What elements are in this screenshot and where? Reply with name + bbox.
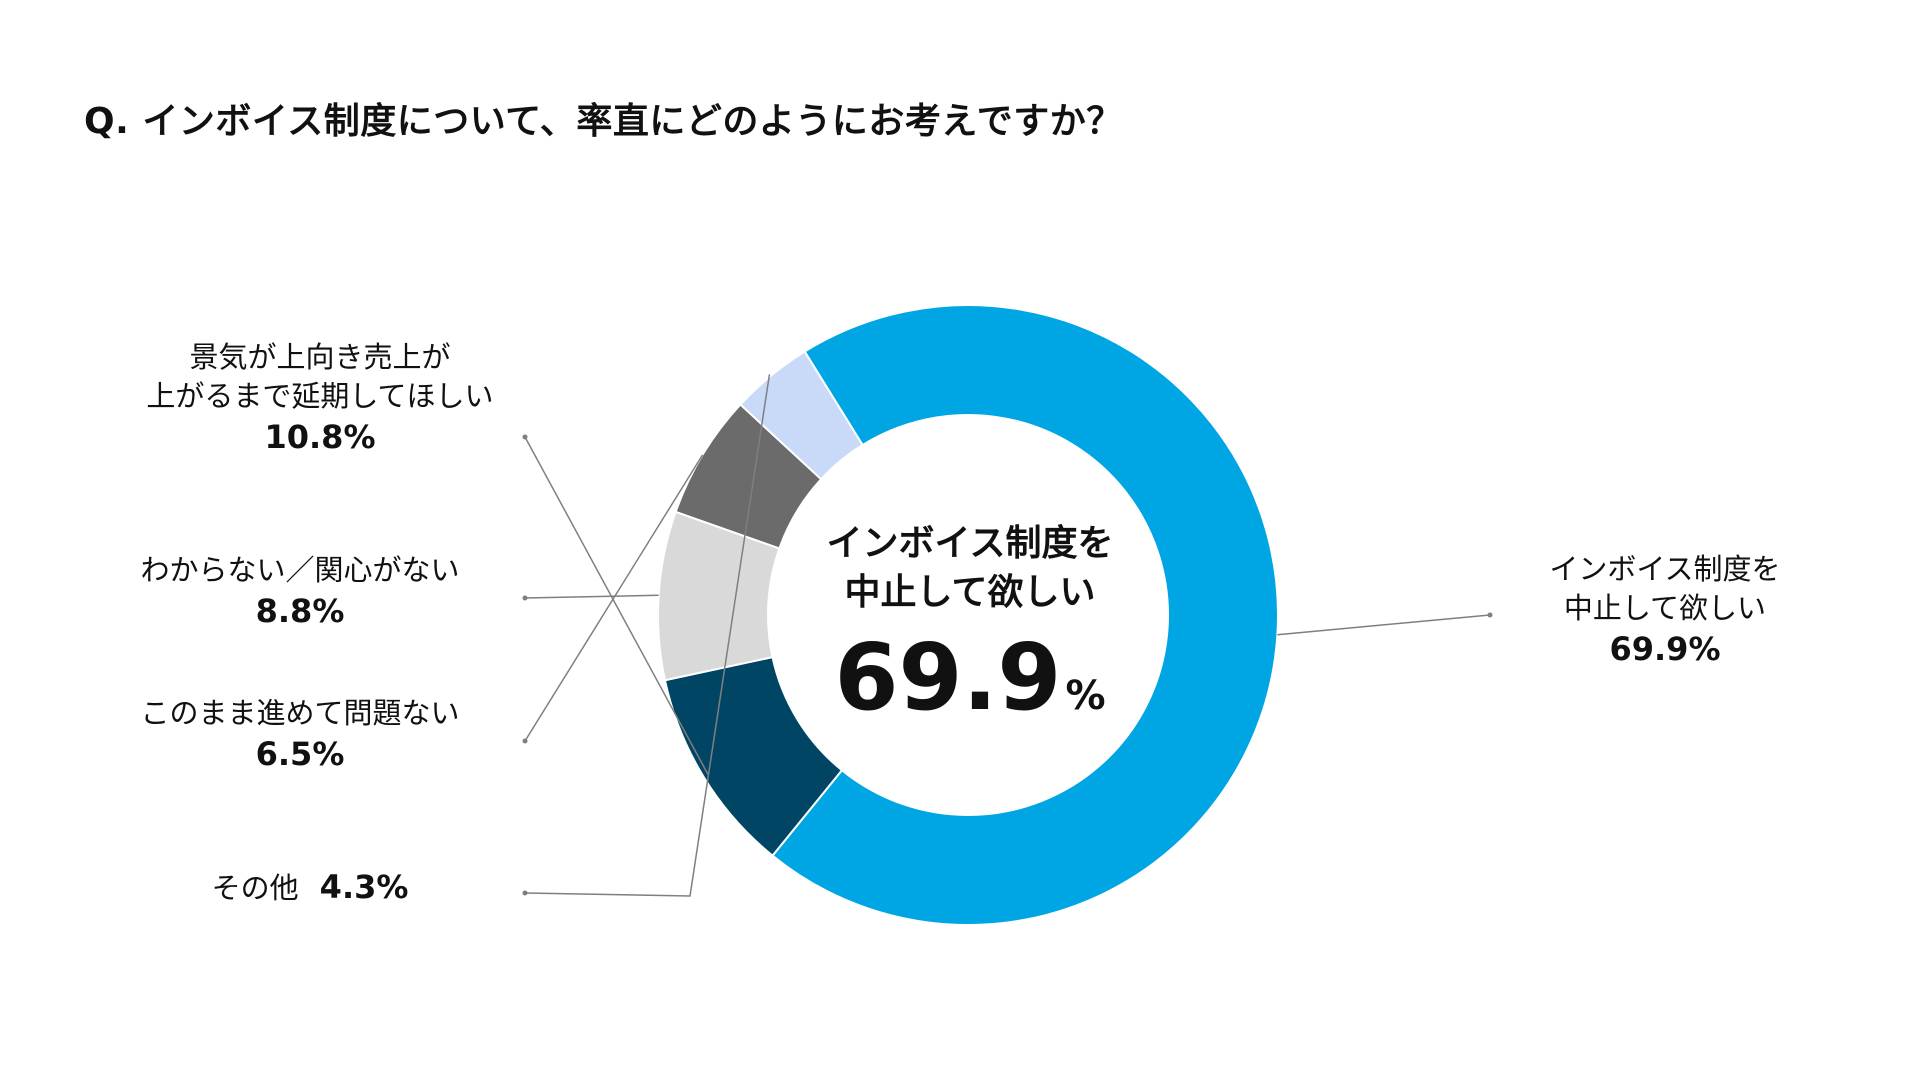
leader-line-unknown — [524, 594, 659, 599]
slice-label-value: 69.9% — [1609, 630, 1721, 669]
slice-label-unknown: わからない／関心がない 8.8% — [120, 551, 480, 633]
leader-dot-postpone — [522, 434, 528, 440]
donut-slice-other — [739, 350, 864, 481]
donut-slices — [657, 304, 1279, 926]
slice-label-value: 10.8% — [264, 418, 376, 457]
leader-dot-stop-invoice — [1487, 612, 1493, 618]
slice-label-proceed: このまま進めて問題ない 6.5% — [120, 694, 480, 776]
question-title: Q. インボイス制度について、率直にどのようにお考えですか？ — [84, 101, 1123, 142]
slice-label-text: 景気が上向き売上が 上がるまで延期してほしい — [146, 340, 494, 414]
donut-slice-stop-invoice — [771, 304, 1279, 926]
slice-label-stop-invoice: インボイス制度を 中止して欲しい 69.9% — [1520, 550, 1810, 671]
leader-dot-proceed — [522, 738, 528, 744]
leader-line-other — [524, 374, 771, 897]
center-label-unit: % — [1065, 673, 1106, 720]
slice-label-text: わからない／関心がない — [140, 553, 460, 587]
slice-label-other: その他 4.3% — [190, 866, 430, 909]
slice-label-postpone: 景気が上向き売上が 上がるまで延期してほしい 10.8% — [120, 338, 520, 459]
leader-dot-unknown — [522, 595, 528, 601]
leader-line-postpone — [524, 436, 709, 775]
slice-label-text: インボイス制度を 中止して欲しい — [1549, 552, 1781, 626]
slice-label-value: 6.5% — [255, 735, 345, 774]
leader-dot-other — [522, 890, 528, 896]
leader-lines — [522, 374, 1493, 897]
leader-line-stop-invoice — [1277, 614, 1491, 636]
slice-label-text: その他 — [211, 871, 299, 905]
slice-label-value: 4.3% — [319, 868, 409, 906]
slice-label-text: このまま進めて問題ない — [140, 696, 460, 730]
leader-line-proceed — [524, 454, 704, 742]
center-label-value: 69.9 — [834, 624, 1062, 732]
center-label: インボイス制度を 中止して欲しい 69.9% — [790, 520, 1150, 728]
center-label-text: インボイス制度を 中止して欲しい — [826, 523, 1114, 613]
slice-label-value: 8.8% — [255, 592, 345, 631]
